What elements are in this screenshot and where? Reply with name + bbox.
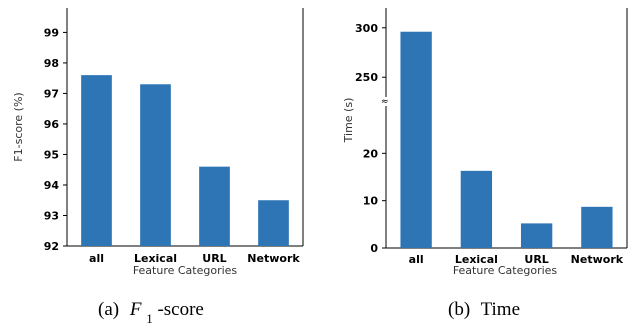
bar-url xyxy=(520,223,553,248)
y-tick-label: 99 xyxy=(44,26,59,39)
x-axis-title: Feature Categories xyxy=(133,264,238,277)
y-tick-label: 20 xyxy=(363,147,379,160)
x-tick-label: all xyxy=(409,253,424,266)
bar-lexical xyxy=(460,170,493,248)
x-tick-label: all xyxy=(89,252,104,265)
bar-lexical xyxy=(140,84,171,247)
y-tick-label: 96 xyxy=(44,118,60,131)
caption-a-label: (a) xyxy=(98,299,119,320)
caption-a-text: -score xyxy=(157,299,203,320)
y-tick-label: 0 xyxy=(370,242,378,255)
axis-break-mark: ≈ xyxy=(381,97,389,107)
caption-b: (b) Time xyxy=(448,299,520,320)
f1-score-chart: 92 93 94 95 96 97 98 99 all Lexical URL Network F1… xyxy=(12,8,304,324)
x-tick-label: URL xyxy=(202,252,226,265)
x-tick-label: URL xyxy=(524,253,548,266)
caption-a: (a) F 1 -score xyxy=(98,299,204,324)
y-axis-title: F1-score (%) xyxy=(12,92,25,161)
y-tick-label: 95 xyxy=(44,148,59,161)
x-tick-label: Lexical xyxy=(455,253,498,266)
y-tick-label: 97 xyxy=(44,87,59,100)
caption-a-sub: 1 xyxy=(146,311,153,324)
bar-url xyxy=(199,166,230,246)
caption-a-symbol: F xyxy=(129,299,142,320)
x-tick-label: Lexical xyxy=(134,252,177,265)
y-tick-label: 98 xyxy=(44,57,59,70)
x-tick-label: Network xyxy=(247,252,300,265)
y-tick-label: 93 xyxy=(44,209,59,222)
bar-all xyxy=(81,75,112,246)
time-chart: ≈ 0 10 20 250 300 all Lexical URL Network Time … xyxy=(342,8,628,320)
bar-network xyxy=(581,206,613,248)
y-tick-label: 250 xyxy=(355,71,378,84)
bar-all xyxy=(400,31,432,248)
y-tick-label: 94 xyxy=(44,179,60,192)
bar-network xyxy=(258,200,289,246)
x-axis-title: Feature Categories xyxy=(453,264,558,277)
y-tick-label: 92 xyxy=(44,240,59,253)
y-tick-label: 10 xyxy=(363,195,379,208)
x-tick-label: Network xyxy=(571,253,624,266)
y-axis-title: Time (s) xyxy=(342,98,355,144)
y-tick-label: 300 xyxy=(355,22,378,35)
caption-b-label: (b) xyxy=(448,299,470,320)
caption-b-text: Time xyxy=(481,299,520,320)
